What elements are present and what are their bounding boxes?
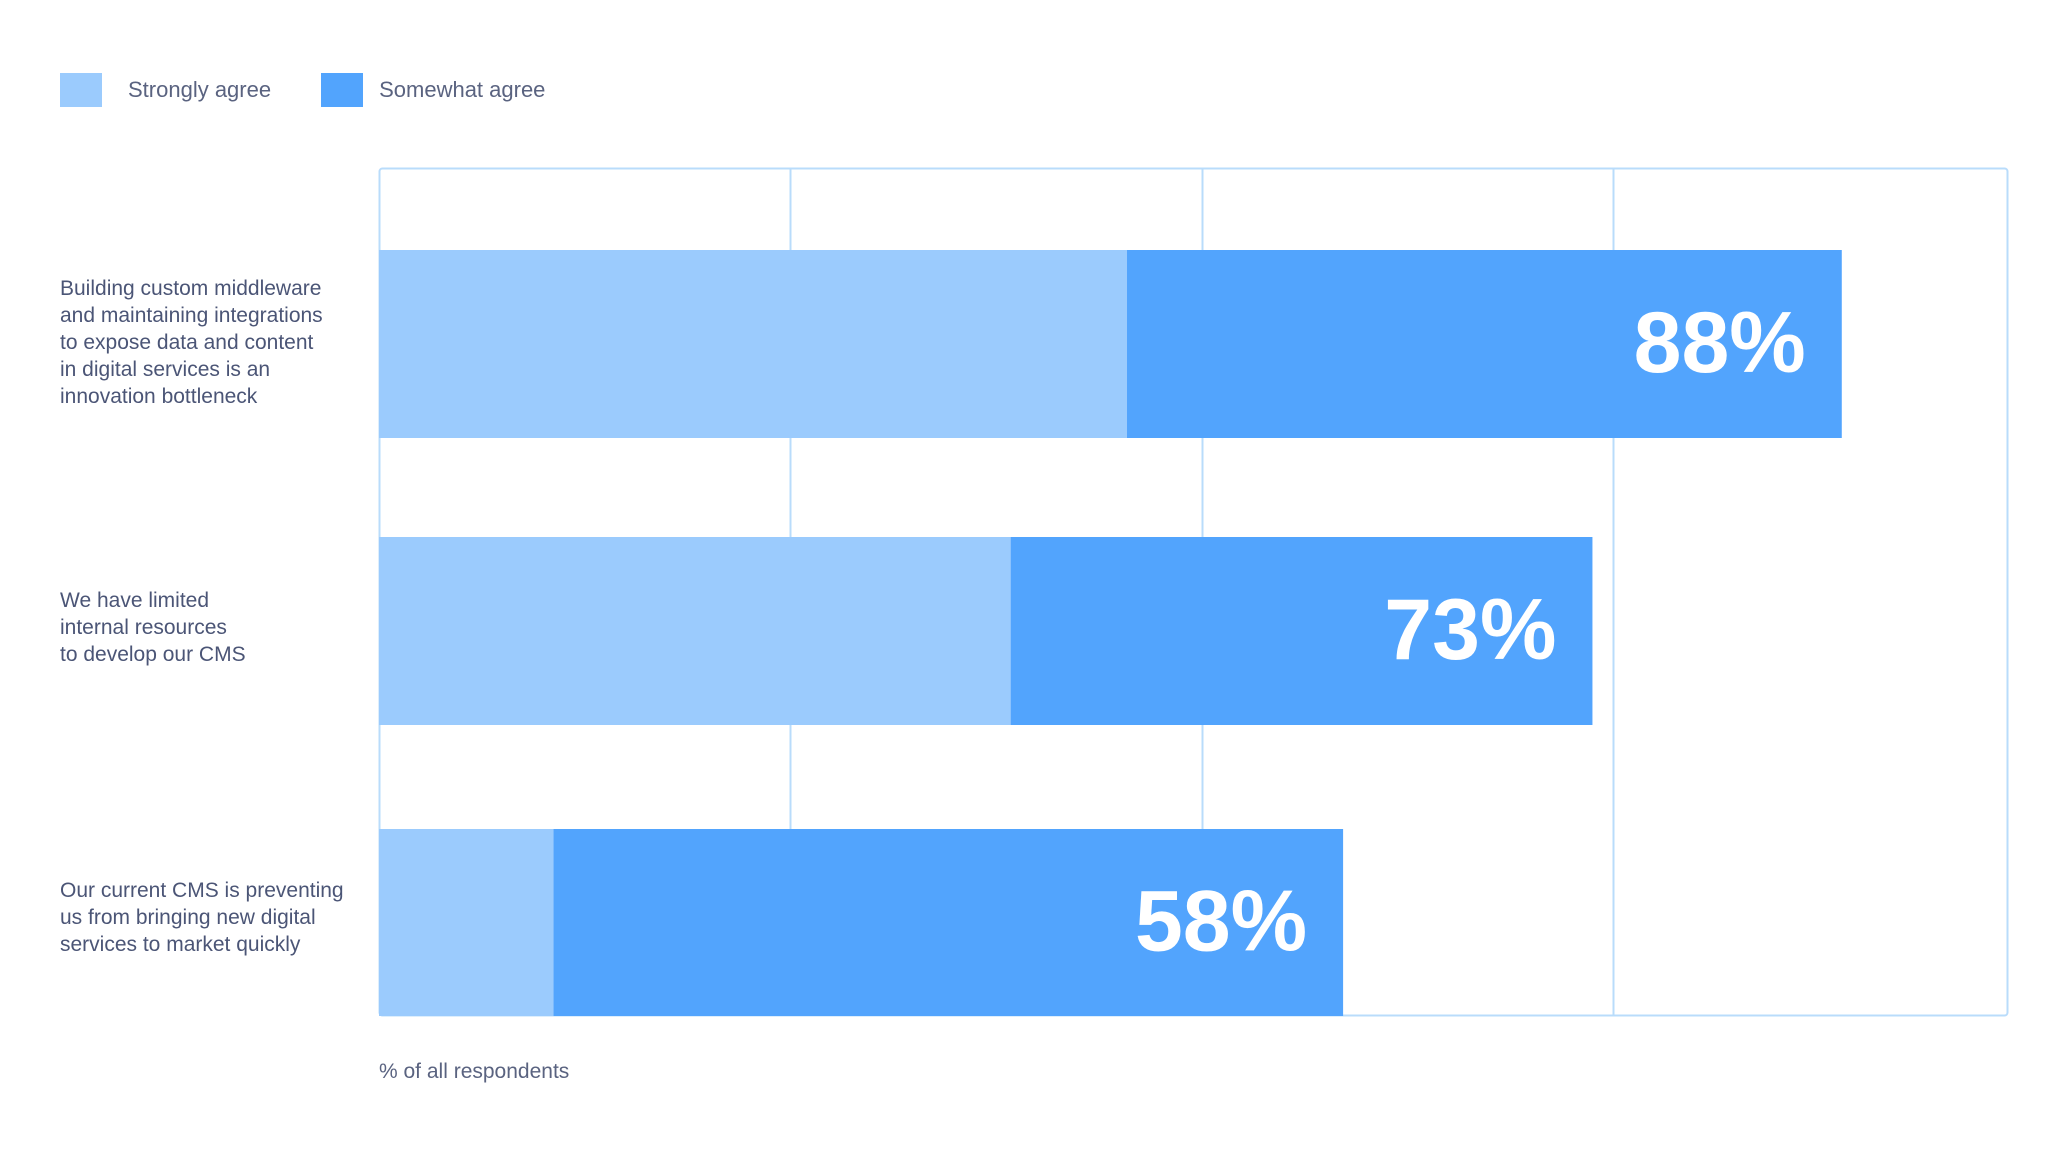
legend-label-strongly-agree: Strongly agree xyxy=(128,77,272,102)
category-label-line: innovation bottleneck xyxy=(60,385,258,408)
bar-total-label: 58% xyxy=(1135,874,1307,970)
legend: Strongly agree Somewhat agree xyxy=(60,72,595,108)
bar-total-label: 88% xyxy=(1634,295,1806,391)
category-label-middleware: Building custom middleware and maintaini… xyxy=(60,275,370,410)
category-label-line: services to market quickly xyxy=(60,933,301,956)
legend-swatch-strongly-agree xyxy=(60,73,102,107)
category-label-line: Our current CMS is preventing xyxy=(60,879,344,902)
category-label-line: and maintaining integrations xyxy=(60,304,323,327)
bar-total-label: 73% xyxy=(1384,582,1556,678)
category-label-resources: We have limited internal resources to de… xyxy=(60,587,370,668)
category-label-line: internal resources xyxy=(60,616,227,639)
bar-strongly-agree xyxy=(379,250,1128,438)
category-label-line: to develop our CMS xyxy=(60,643,246,666)
category-label-line: in digital services is an xyxy=(60,358,271,381)
legend-item-somewhat-agree: Somewhat agree xyxy=(321,73,545,107)
legend-item-strongly-agree: Strongly agree xyxy=(60,73,271,107)
bar-somewhat-agree xyxy=(1010,537,1593,725)
bar-strongly-agree xyxy=(379,537,1011,725)
category-label-line: Building custom middleware xyxy=(60,277,322,300)
legend-swatch-somewhat-agree xyxy=(321,73,364,107)
bar-strongly-agree xyxy=(379,829,554,1016)
category-label-line: us from bringing new digital xyxy=(60,906,316,929)
category-label-line: We have limited xyxy=(60,589,210,612)
bar-somewhat-agree xyxy=(553,829,1344,1016)
x-axis-label: % of all respondents xyxy=(379,1060,570,1083)
bar-somewhat-agree xyxy=(1127,250,1842,438)
category-label-cms-market: Our current CMS is preventing us from br… xyxy=(60,877,370,958)
category-label-line: to expose data and content xyxy=(60,331,314,354)
legend-label-somewhat-agree: Somewhat agree xyxy=(379,77,546,102)
